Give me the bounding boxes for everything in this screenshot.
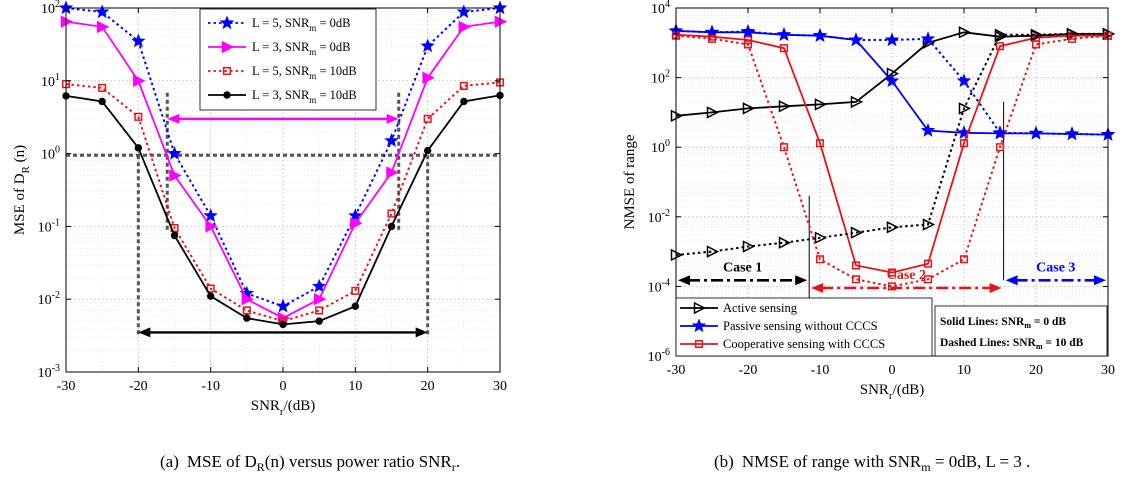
y-tick-label: 10-1 [38,217,60,235]
x-axis-label: SNRr/(dB) [860,382,925,402]
legend: L = 5, SNRm = 0dBL = 3, SNRm = 0dBL = 5,… [200,9,376,110]
legend-label: Cooperative sensing with CCCS [723,337,885,351]
y-axis-label: NMSE of range [622,134,638,229]
legend-label: Passive sensing without CCCS [723,319,878,333]
y-tick-label: 100 [41,145,60,163]
case-label: Case 1 [723,260,762,275]
data-point [135,145,141,151]
x-tick-label: 20 [421,379,435,394]
note-text: Dashed Lines: SNRm = 10 dB [940,337,1084,351]
y-tick-label: 102 [651,69,670,87]
y-tick-label: 101 [41,72,60,90]
x-tick-label: -30 [57,379,76,394]
data-point [352,303,358,309]
data-point [99,98,105,104]
x-tick-label: 30 [493,379,507,394]
chart-a-mse: -30 -20 -10 0 10 20 30 10-3 10-2 10-1 100 101 102 SNR… [12,0,507,418]
data-point [171,232,177,238]
y-tick-label: 104 [651,0,670,17]
data-point [424,147,430,153]
x-tick-label: 10 [348,379,362,394]
y-tick-label: 102 [41,0,60,17]
data-point [244,315,250,321]
x-tick-label: -20 [739,363,758,378]
x-tick-label: -30 [667,363,686,378]
line-style-note: Solid Lines: SNRm = 0 dB Dashed Lines: SN… [935,306,1107,356]
y-tick-label: 10-4 [648,277,670,295]
chart-b-nmse-range: Case 1Case 2Case 3-30 -20 -10 0 10 20 3010-610… [622,0,1115,402]
legend: Active sensing Passive sensing without CC… [676,298,932,356]
legend-label: Active sensing [723,301,798,315]
caption-b: (b) NMSE of range with SNRm = 0dB, L = 3 … [714,452,1030,474]
legend-marker [224,92,230,98]
x-tick-label: 0 [889,363,896,378]
data-point [316,318,322,324]
y-axis-label: MSE of DR (n) [12,145,32,235]
y-tick-label: 10-2 [648,208,670,226]
x-tick-label: -10 [811,363,830,378]
note-text: Solid Lines: SNRm = 0 dB [940,316,1066,330]
x-tick-label: 0 [280,379,287,394]
data-point [461,98,467,104]
x-tick-label: 30 [1101,363,1115,378]
data-point [280,321,286,327]
x-axis-label: SNRr/(dB) [251,398,316,418]
x-tick-label: -20 [129,379,148,394]
x-tick-label: 20 [1029,363,1043,378]
data-point [207,293,213,299]
data-point [388,223,394,229]
x-tick-label: -10 [201,379,220,394]
y-tick-label: 100 [651,138,670,156]
caption-a: (a) MSE of DR(n) versus power ratio SNRr. [160,452,460,474]
x-tick-label: 10 [957,363,971,378]
y-tick-label: 10-2 [38,290,60,308]
case-label: Case 3 [1036,260,1075,275]
